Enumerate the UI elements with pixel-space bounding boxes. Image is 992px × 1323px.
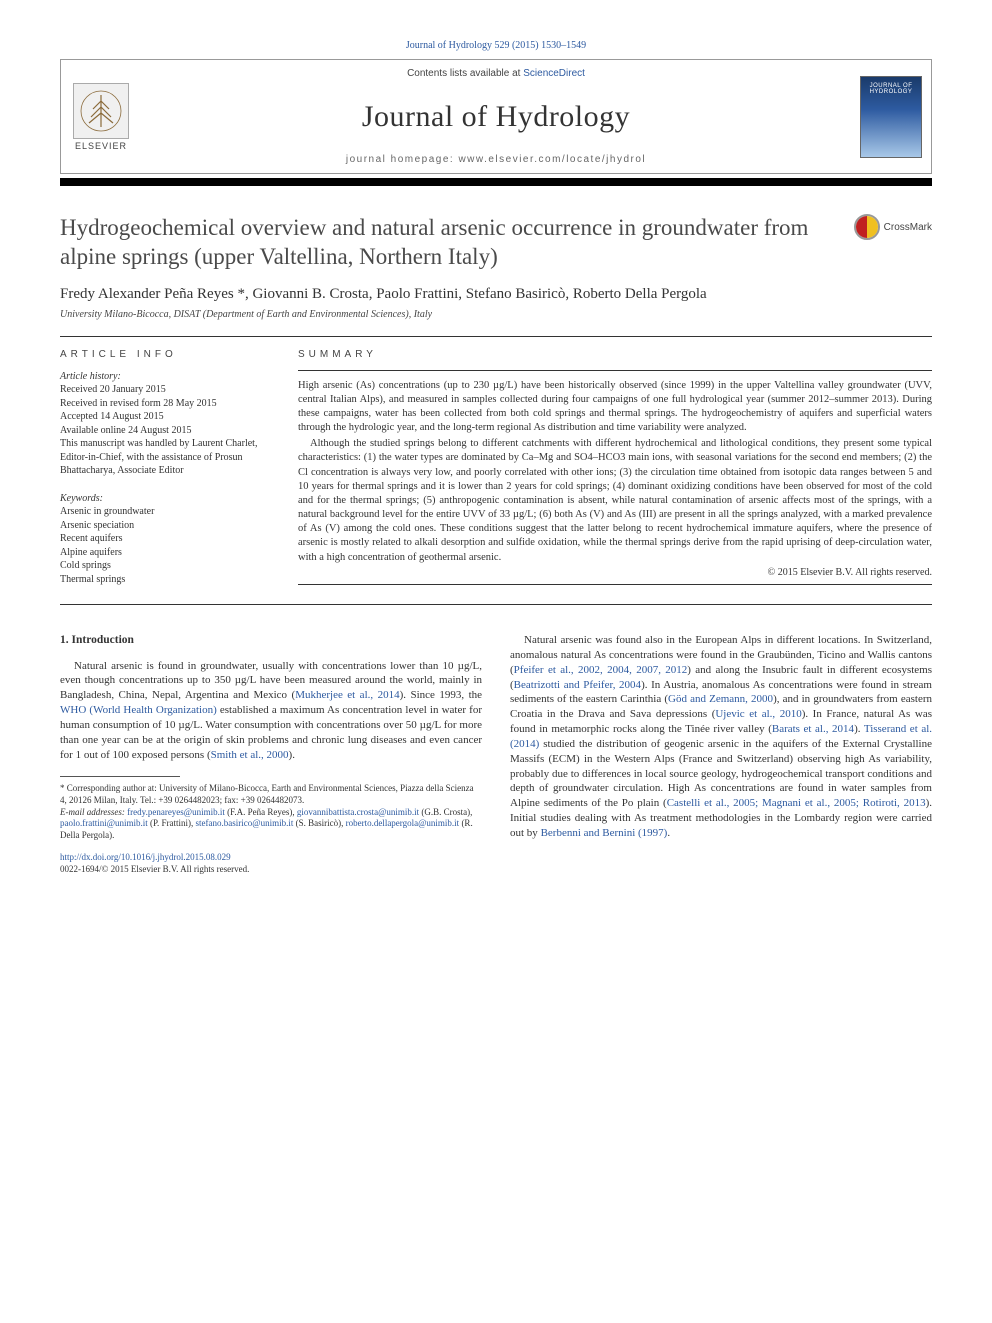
summary-p2: Although the studied springs belong to d… (298, 437, 932, 565)
summary-rule-bottom (298, 584, 932, 585)
authors-line: Fredy Alexander Peña Reyes *, Giovanni B… (60, 286, 932, 303)
article-info-column: ARTICLE INFO Article history: Received 2… (60, 349, 270, 587)
citation-link[interactable]: Smith et al., 2000 (211, 749, 289, 761)
citation-link[interactable]: Pfeifer et al., 2002, 2004, 2007, 2012 (514, 664, 688, 676)
citation-link[interactable]: Barats et al., 2014 (772, 723, 854, 735)
crossmark-icon (854, 214, 880, 240)
doi-link[interactable]: http://dx.doi.org/10.1016/j.jhydrol.2015… (60, 852, 482, 864)
contents-line: Contents lists available at ScienceDirec… (407, 68, 585, 79)
summary-text: High arsenic (As) concentrations (up to … (298, 379, 932, 565)
text-run: (G.B. Crosta), (419, 807, 472, 817)
journal-cover: JOURNAL OF HYDROLOGY (851, 60, 931, 173)
issn-line: 0022-1694/© 2015 Elsevier B.V. All right… (60, 864, 482, 876)
keyword: Recent aquifers (60, 532, 270, 546)
rule-mid (60, 604, 932, 605)
text-run: ). (289, 749, 295, 761)
footnote-separator (60, 776, 180, 777)
intro-paragraph: Natural arsenic is found in groundwater,… (60, 659, 482, 763)
crossmark-label: CrossMark (884, 222, 932, 233)
history-line: Accepted 14 August 2015 (60, 410, 270, 424)
keyword: Alpine aquifers (60, 546, 270, 560)
article-info-label: ARTICLE INFO (60, 349, 270, 360)
publisher-name: ELSEVIER (75, 141, 127, 151)
footnotes: * Corresponding author at: University of… (60, 783, 482, 841)
doi-block: http://dx.doi.org/10.1016/j.jhydrol.2015… (60, 852, 482, 875)
article-title: Hydrogeochemical overview and natural ar… (60, 214, 854, 272)
keywords-title: Keywords: (60, 492, 270, 506)
publisher-logo: ELSEVIER (61, 60, 141, 173)
authors-text: Fredy Alexander Peña Reyes *, Giovanni B… (60, 286, 707, 302)
citation-link[interactable]: WHO (World Health Organization) (60, 704, 217, 716)
history-line: Received 20 January 2015 (60, 383, 270, 397)
citation-link[interactable]: Ujevic et al., 2010 (715, 708, 801, 720)
summary-rule (298, 370, 932, 371)
email-addresses: E-mail addresses: fredy.penareyes@unimib… (60, 807, 482, 842)
summary-column: SUMMARY High arsenic (As) concentrations… (298, 349, 932, 587)
corresponding-author: * Corresponding author at: University of… (60, 783, 482, 806)
text-run: . (667, 827, 670, 839)
header-center: Contents lists available at ScienceDirec… (141, 60, 851, 173)
email-link[interactable]: roberto.dellapergola@unimib.it (346, 818, 460, 828)
keyword: Cold springs (60, 559, 270, 573)
elsevier-tree-icon (73, 83, 129, 139)
header-divider (60, 178, 932, 186)
history-line: Available online 24 August 2015 (60, 424, 270, 438)
summary-label: SUMMARY (298, 349, 932, 360)
section-heading-intro: 1. Introduction (60, 633, 482, 649)
intro-paragraph: Natural arsenic was found also in the Eu… (510, 633, 932, 841)
text-run: ). Since 1993, the (400, 689, 482, 701)
text-run: (P. Frattini), (148, 818, 196, 828)
cover-thumbnail: JOURNAL OF HYDROLOGY (860, 76, 922, 158)
text-run: (S. Basiricò), (293, 818, 345, 828)
summary-p1: High arsenic (As) concentrations (up to … (298, 379, 932, 436)
rule-top (60, 336, 932, 337)
keyword: Arsenic speciation (60, 519, 270, 533)
journal-header: ELSEVIER Contents lists available at Sci… (60, 59, 932, 174)
email-link[interactable]: stefano.basirico@unimib.it (196, 818, 294, 828)
cover-line2: HYDROLOGY (870, 89, 913, 95)
keyword: Thermal springs (60, 573, 270, 587)
citation-link[interactable]: Mukherjee et al., 2014 (295, 689, 399, 701)
citation-link[interactable]: Beatrizotti and Pfeifer, 2004 (514, 679, 641, 691)
history-line: This manuscript was handled by Laurent C… (60, 437, 270, 478)
text-run: (F.A. Peña Reyes), (225, 807, 297, 817)
body-column-left: 1. Introduction Natural arsenic is found… (60, 633, 482, 875)
citation-link[interactable]: Göd and Zemann, 2000 (668, 693, 773, 705)
email-link[interactable]: paolo.frattini@unimib.it (60, 818, 148, 828)
history-line: Received in revised form 28 May 2015 (60, 397, 270, 411)
crossmark-badge[interactable]: CrossMark (854, 214, 932, 240)
keywords-block: Keywords: Arsenic in groundwater Arsenic… (60, 492, 270, 587)
journal-name: Journal of Hydrology (362, 100, 630, 134)
email-link[interactable]: fredy.penareyes@unimib.it (127, 807, 225, 817)
affiliation: University Milano-Bicocca, DISAT (Depart… (60, 309, 932, 320)
journal-homepage[interactable]: journal homepage: www.elsevier.com/locat… (346, 154, 646, 165)
sciencedirect-link[interactable]: ScienceDirect (523, 68, 585, 79)
email-label: E-mail addresses: (60, 807, 127, 817)
email-link[interactable]: giovannibattista.crosta@unimib.it (297, 807, 419, 817)
contents-prefix: Contents lists available at (407, 68, 523, 79)
text-run: ). (854, 723, 864, 735)
citation-link[interactable]: Berbenni and Bernini (1997) (541, 827, 668, 839)
citation-line: Journal of Hydrology 529 (2015) 1530–154… (60, 40, 932, 51)
body-column-right: Natural arsenic was found also in the Eu… (510, 633, 932, 875)
history-block: Article history: Received 20 January 201… (60, 370, 270, 478)
keyword: Arsenic in groundwater (60, 505, 270, 519)
copyright-line: © 2015 Elsevier B.V. All rights reserved… (298, 567, 932, 578)
history-title: Article history: (60, 370, 270, 384)
citation-link[interactable]: Castelli et al., 2005; Magnani et al., 2… (667, 797, 926, 809)
